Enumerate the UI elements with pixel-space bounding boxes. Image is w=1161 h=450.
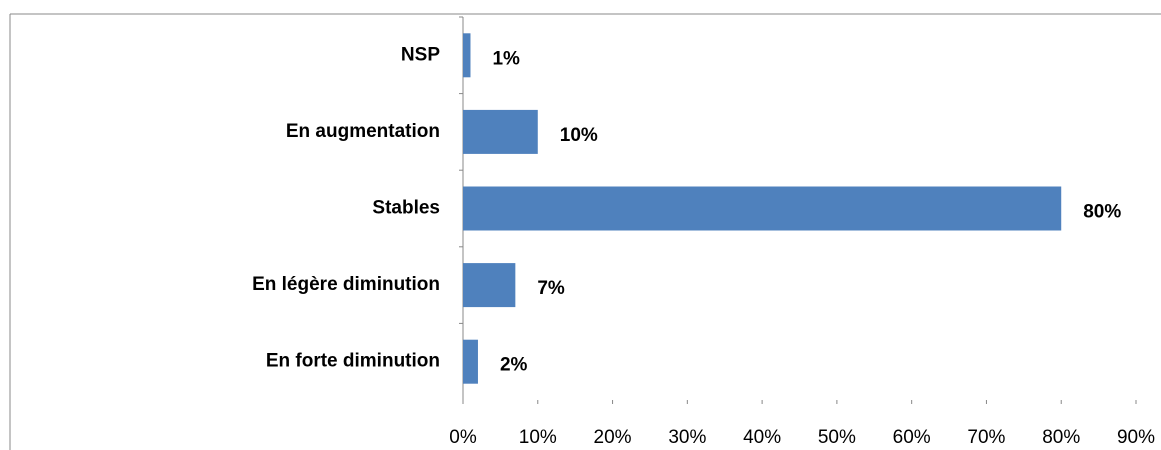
- x-tick-label: 30%: [668, 427, 706, 448]
- value-label: 2%: [500, 355, 528, 376]
- x-tick-label: 50%: [818, 427, 856, 448]
- x-tick-label: 70%: [967, 427, 1005, 448]
- x-tick-label: 40%: [743, 427, 781, 448]
- bar: [463, 186, 1062, 231]
- bar: [463, 109, 538, 154]
- value-label: 80%: [1083, 202, 1121, 223]
- x-tick-label: 80%: [1042, 427, 1080, 448]
- x-tick-label: 60%: [893, 427, 931, 448]
- bar: [463, 263, 516, 308]
- x-tick-label: 90%: [1117, 427, 1155, 448]
- x-tick-label: 10%: [519, 427, 557, 448]
- y-tick-label: En augmentation: [286, 121, 440, 142]
- y-tick-label: En forte diminution: [266, 351, 440, 372]
- value-label: 7%: [537, 278, 565, 299]
- bar: [463, 33, 471, 78]
- x-tick-label: 0%: [449, 427, 477, 448]
- y-tick-label: En légère diminution: [252, 274, 440, 295]
- y-tick-label: NSP: [401, 44, 440, 65]
- bar: [463, 339, 478, 384]
- x-tick-label: 20%: [594, 427, 632, 448]
- value-label: 10%: [560, 125, 598, 146]
- y-tick-label: Stables: [372, 198, 440, 219]
- value-label: 1%: [492, 48, 520, 69]
